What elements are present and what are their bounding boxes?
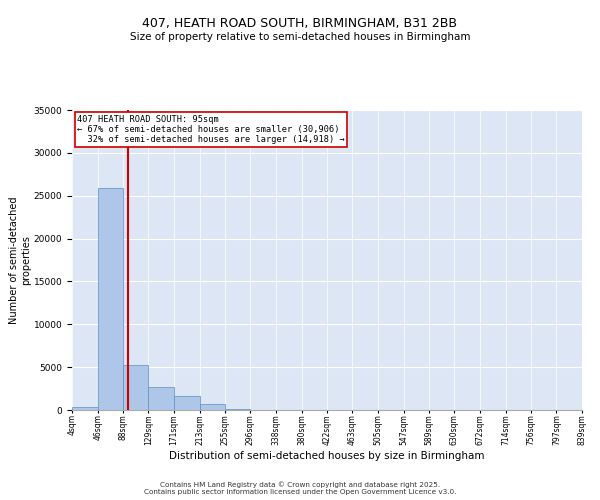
Bar [200,404,226,410]
Text: Size of property relative to semi-detached houses in Birmingham: Size of property relative to semi-detach… [130,32,470,42]
Text: 407 HEATH ROAD SOUTH: 95sqm
← 67% of semi-detached houses are smaller (30,906)
 : 407 HEATH ROAD SOUTH: 95sqm ← 67% of sem… [77,114,345,144]
Text: Contains HM Land Registry data © Crown copyright and database right 2025.
Contai: Contains HM Land Registry data © Crown c… [144,482,456,495]
Text: 407, HEATH ROAD SOUTH, BIRMINGHAM, B31 2BB: 407, HEATH ROAD SOUTH, BIRMINGHAM, B31 2… [143,18,458,30]
Bar [98,188,124,410]
Bar [148,387,174,410]
Bar [72,408,98,410]
Bar [124,366,148,410]
X-axis label: Distribution of semi-detached houses by size in Birmingham: Distribution of semi-detached houses by … [169,450,485,460]
Y-axis label: Number of semi-detached
properties: Number of semi-detached properties [9,196,31,324]
Bar [174,396,200,410]
Bar [226,408,250,410]
